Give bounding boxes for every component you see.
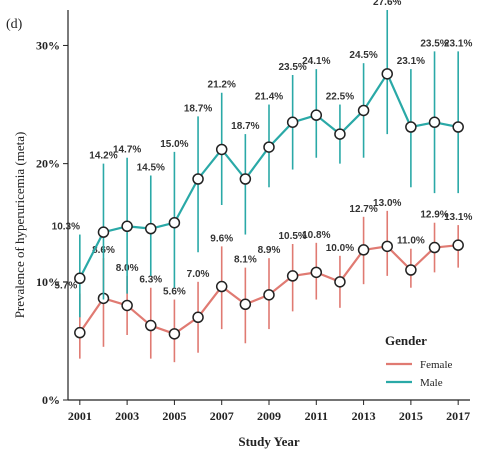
- female-point: [406, 265, 416, 275]
- male-data-label: 21.4%: [255, 92, 283, 103]
- male-data-label: 14.7%: [113, 145, 141, 156]
- male-point: [146, 224, 156, 234]
- female-point: [75, 328, 85, 338]
- male-point: [75, 273, 85, 283]
- female-data-label: 6.3%: [139, 275, 162, 286]
- male-data-label: 18.7%: [231, 121, 259, 132]
- female-data-label: 5.7%: [54, 281, 77, 292]
- female-data-label: 10.8%: [302, 230, 330, 241]
- male-data-label: 24.1%: [302, 56, 330, 67]
- male-point: [406, 122, 416, 132]
- male-point: [335, 129, 345, 139]
- male-point: [169, 218, 179, 228]
- female-point: [217, 282, 227, 292]
- male-point: [122, 221, 132, 231]
- female-point: [359, 245, 369, 255]
- male-point: [264, 142, 274, 152]
- male-data-label: 24.5%: [349, 50, 377, 61]
- male-data-label: 27.6%: [373, 0, 401, 8]
- female-point: [193, 312, 203, 322]
- female-data-label: 7.0%: [187, 269, 210, 280]
- legend-label-male: Male: [420, 377, 443, 389]
- female-point: [288, 271, 298, 281]
- male-data-label: 15.0%: [160, 139, 188, 150]
- x-tick-label: 2009: [257, 409, 281, 423]
- female-data-label: 13.1%: [444, 212, 472, 223]
- x-tick-label: 2013: [352, 409, 376, 423]
- male-point: [98, 227, 108, 237]
- female-point: [169, 329, 179, 339]
- female-data-label: 10.0%: [326, 243, 354, 254]
- female-point: [335, 277, 345, 287]
- x-tick-label: 2005: [162, 409, 186, 423]
- male-data-label: 22.5%: [326, 92, 354, 103]
- female-point: [122, 300, 132, 310]
- female-point: [453, 240, 463, 250]
- male-point: [311, 110, 321, 120]
- legend-label-female: Female: [420, 359, 452, 371]
- female-data-label: 11.0%: [397, 236, 425, 247]
- male-point: [382, 69, 392, 79]
- female-data-label: 5.6%: [163, 287, 186, 298]
- female-point: [382, 241, 392, 251]
- female-point: [430, 243, 440, 253]
- male-data-label: 14.5%: [137, 162, 165, 173]
- y-tick-label: 30%: [36, 38, 60, 52]
- male-point: [193, 174, 203, 184]
- x-axis-title: Study Year: [238, 434, 300, 449]
- male-data-label: 21.2%: [208, 80, 236, 91]
- male-point: [359, 105, 369, 115]
- male-point: [240, 174, 250, 184]
- male-point: [430, 117, 440, 127]
- axes: 0%10%20%30%2001 2003 2005 2007 2009 2011 2013 2…: [12, 10, 470, 449]
- female-data-label: 13.0%: [373, 198, 401, 209]
- y-tick-label: 20%: [36, 157, 60, 171]
- x-tick-label: 2015: [399, 409, 423, 423]
- panel-label: (d): [6, 17, 23, 32]
- y-axis-title: Prevalence of hyperuricemia (meta): [12, 132, 27, 319]
- legend-title: Gender: [385, 333, 427, 348]
- male-data-label: 10.3%: [52, 222, 80, 233]
- female-point: [240, 299, 250, 309]
- x-tick-label: 2017: [446, 409, 470, 423]
- female-data-label: 9.6%: [210, 233, 233, 244]
- female-data-label: 8.9%: [258, 245, 281, 256]
- female-point: [146, 321, 156, 331]
- female-point: [264, 290, 274, 300]
- legend: Gender Female Male: [385, 333, 452, 389]
- male-data-label: 18.7%: [184, 103, 212, 114]
- x-tick-label: 2011: [305, 409, 328, 423]
- male-point: [453, 122, 463, 132]
- male-point: [217, 144, 227, 154]
- male-data-label: 23.1%: [444, 38, 472, 49]
- x-tick-label: 2007: [210, 409, 234, 423]
- y-tick-label: 0%: [42, 393, 60, 407]
- x-tick-label: 2003: [115, 409, 139, 423]
- female-data-label: 8.1%: [234, 255, 257, 266]
- female-point: [311, 267, 321, 277]
- x-tick-label: 2001: [68, 409, 92, 423]
- male-point: [288, 117, 298, 127]
- male-data-label: 23.1%: [397, 56, 425, 67]
